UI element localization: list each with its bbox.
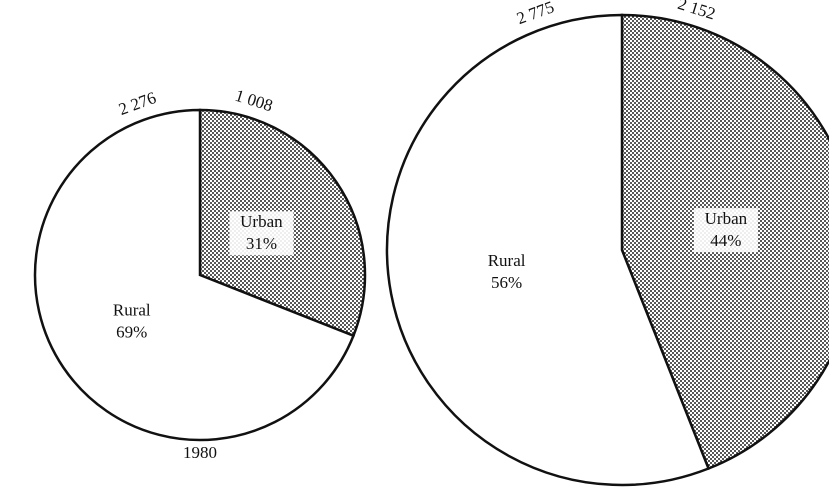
count-label: 2 775 (514, 0, 556, 28)
pie-slice (33, 108, 356, 442)
category-label: Rural (488, 251, 526, 270)
label-bg (229, 211, 294, 256)
value-label: 31% (246, 234, 277, 253)
pie-slice (385, 13, 711, 487)
value-label: 69% (116, 322, 147, 341)
count-label: 2 152 (676, 0, 718, 23)
pie-title: 1980 (183, 443, 217, 462)
value-label: 44% (710, 231, 741, 250)
category-label: Rural (113, 300, 151, 319)
label-bg (693, 208, 758, 253)
value-label: 56% (491, 273, 522, 292)
count-label: 1 008 (233, 86, 275, 115)
pie-title: 2000 (605, 488, 639, 491)
category-label: Urban (705, 209, 748, 228)
category-label: Urban (240, 212, 283, 231)
count-label: 2 276 (116, 88, 158, 119)
